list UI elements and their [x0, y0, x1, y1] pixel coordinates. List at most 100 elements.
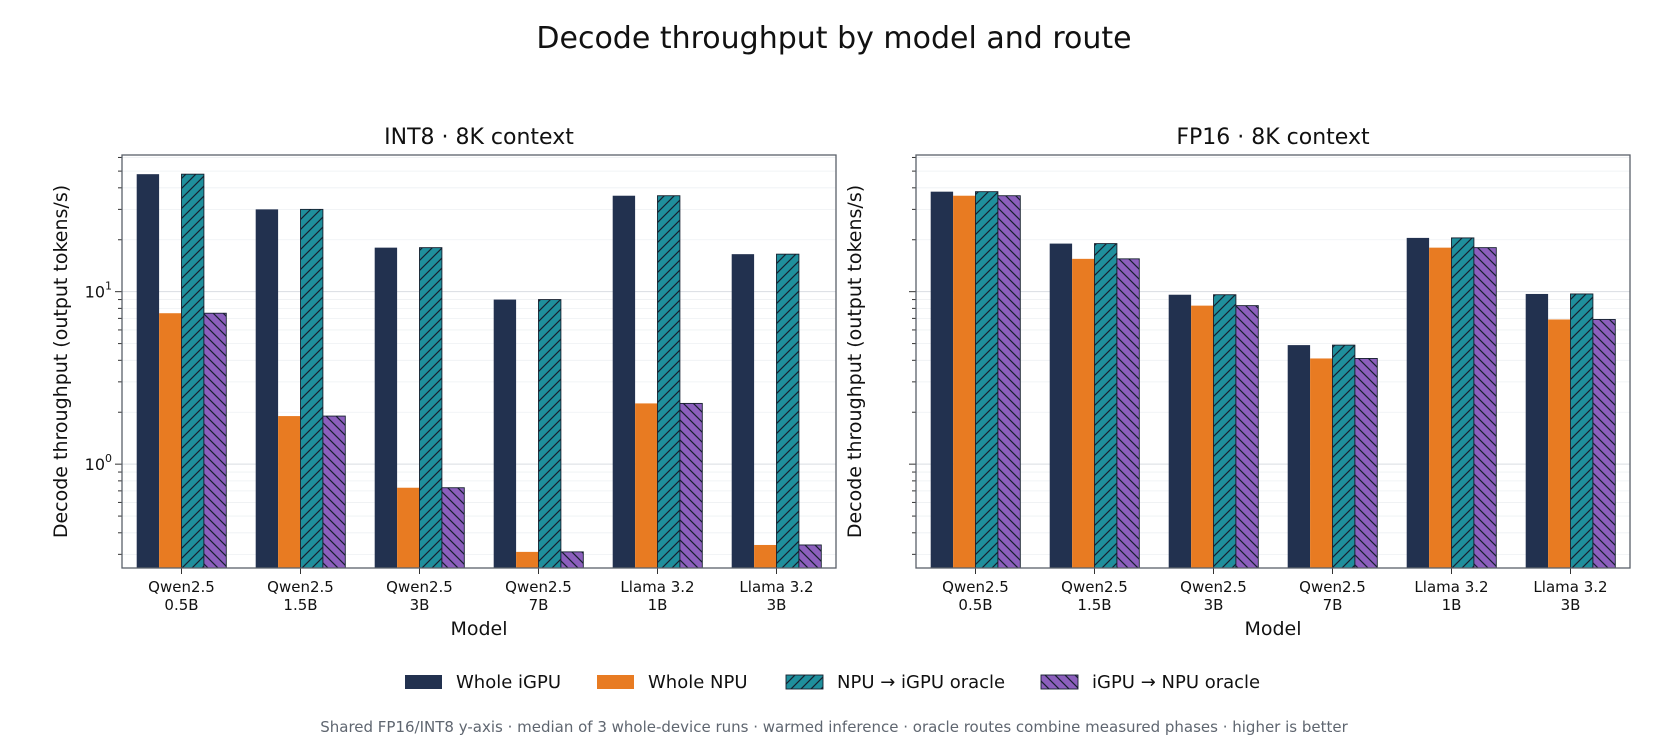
bar-whole-npu-2 — [1191, 305, 1214, 568]
panel-title: FP16 · 8K context — [1176, 125, 1370, 150]
footnote: Shared FP16/INT8 y-axis · median of 3 wh… — [320, 718, 1348, 736]
bar-npu-igpu-oracle-3 — [538, 299, 562, 569]
bar-whole-igpu-4 — [1406, 237, 1430, 568]
bar-igpu-npu-oracle-3 — [560, 551, 584, 569]
bar-whole-igpu-5 — [1525, 293, 1549, 568]
x-tick-label: Qwen2.5 — [148, 578, 215, 596]
x-tick-label: Llama 3.2 — [739, 578, 813, 596]
bar-whole-igpu-1 — [1049, 243, 1073, 568]
bar-whole-igpu-1 — [255, 209, 279, 569]
bar-whole-npu-2 — [397, 487, 420, 568]
bars — [930, 191, 1616, 569]
x-tick-label: Qwen2.5 — [505, 578, 572, 596]
x-tick-label: 7B — [529, 596, 549, 614]
bar-igpu-npu-oracle-5 — [1592, 319, 1616, 569]
x-axis-label: Model — [450, 618, 507, 640]
bar-whole-npu-4 — [635, 403, 658, 568]
bar-igpu-npu-oracle-5 — [798, 544, 822, 569]
legend-item: NPU → iGPU oracle — [785, 672, 1005, 693]
chart-panel-fp16: FP16 · 8K contextQwen2.50.5BQwen2.51.5BQ… — [844, 125, 1631, 640]
bar-whole-igpu-3 — [493, 299, 517, 568]
bar-igpu-npu-oracle-2 — [1235, 305, 1259, 569]
legend-label: Whole NPU — [648, 672, 748, 693]
x-tick-label: 3B — [1561, 596, 1581, 614]
bar-igpu-npu-oracle-2 — [441, 487, 465, 569]
y-axis-label: Decode throughput (output tokens/s) — [844, 185, 866, 538]
bar-npu-igpu-oracle-4 — [1451, 237, 1475, 569]
bar-npu-igpu-oracle-1 — [300, 208, 324, 569]
bar-igpu-npu-oracle-1 — [1116, 258, 1140, 569]
legend-item: iGPU → NPU oracle — [1040, 672, 1260, 693]
bar-igpu-npu-oracle-1 — [322, 415, 346, 569]
bar-whole-igpu-2 — [1168, 294, 1192, 568]
bar-whole-npu-5 — [754, 544, 777, 568]
bar-whole-igpu-3 — [1287, 345, 1311, 568]
x-tick-label: Qwen2.5 — [1061, 578, 1128, 596]
bar-npu-igpu-oracle-2 — [1213, 294, 1237, 569]
x-tick-label: 0.5B — [958, 596, 992, 614]
x-tick-label: 7B — [1323, 596, 1343, 614]
y-axis-label: Decode throughput (output tokens/s) — [50, 185, 72, 538]
legend-item: Whole NPU — [597, 672, 748, 693]
x-tick-label: Qwen2.5 — [386, 578, 453, 596]
bar-igpu-npu-oracle-0 — [203, 312, 227, 569]
x-tick-label: 1.5B — [1077, 596, 1111, 614]
y-tick-label: 100 — [85, 452, 112, 474]
x-tick-label: 3B — [1204, 596, 1224, 614]
bar-whole-npu-4 — [1429, 247, 1452, 568]
gridlines — [909, 156, 1630, 555]
bar-npu-igpu-oracle-0 — [181, 173, 205, 569]
bar-npu-igpu-oracle-1 — [1094, 243, 1118, 569]
legend-swatch — [1040, 674, 1079, 690]
x-tick-label: Qwen2.5 — [942, 578, 1009, 596]
x-tick-label: Llama 3.2 — [1414, 578, 1488, 596]
bar-whole-igpu-0 — [136, 174, 160, 569]
x-tick-label: Llama 3.2 — [620, 578, 694, 596]
chart-panel-int8: INT8 · 8K contextQwen2.50.5BQwen2.51.5BQ… — [50, 125, 837, 640]
legend-item: Whole iGPU — [405, 672, 561, 693]
bar-npu-igpu-oracle-4 — [657, 195, 681, 569]
bar-npu-igpu-oracle-5 — [1570, 293, 1594, 569]
x-tick-label: Qwen2.5 — [1299, 578, 1366, 596]
legend-swatch — [597, 675, 634, 689]
bar-whole-npu-0 — [953, 195, 976, 568]
bar-whole-npu-3 — [1310, 358, 1333, 568]
legend-label: NPU → iGPU oracle — [837, 672, 1005, 693]
bar-igpu-npu-oracle-0 — [997, 195, 1021, 569]
bar-npu-igpu-oracle-2 — [419, 247, 443, 569]
x-tick-label: 1.5B — [283, 596, 317, 614]
x-axis-label: Model — [1244, 618, 1301, 640]
legend-swatch — [785, 674, 824, 690]
bar-whole-npu-1 — [278, 416, 301, 568]
bars — [136, 173, 822, 569]
figure-title: Decode throughput by model and route — [536, 21, 1131, 56]
bar-whole-igpu-5 — [731, 254, 755, 568]
x-tick-label: Qwen2.5 — [1180, 578, 1247, 596]
bar-igpu-npu-oracle-4 — [679, 402, 703, 569]
bar-igpu-npu-oracle-3 — [1354, 358, 1378, 569]
plot-frame — [915, 154, 1631, 569]
bar-whole-igpu-2 — [374, 247, 398, 568]
x-tick-label: 0.5B — [164, 596, 198, 614]
bar-whole-npu-1 — [1072, 258, 1095, 568]
legend: Whole iGPU Whole NPU NPU → iGPU oracle iGPU… — [405, 672, 1260, 693]
plot-frame — [121, 154, 837, 569]
bar-npu-igpu-oracle-3 — [1332, 344, 1356, 569]
x-tick-label: 1B — [1442, 596, 1462, 614]
x-tick-label: Llama 3.2 — [1533, 578, 1607, 596]
panel-title: INT8 · 8K context — [384, 125, 574, 150]
y-tick-label: 101 — [85, 280, 112, 302]
legend-swatch — [405, 675, 442, 689]
x-tick-label: Qwen2.5 — [267, 578, 334, 596]
bar-whole-npu-0 — [159, 313, 182, 568]
x-tick-label: 3B — [410, 596, 430, 614]
x-tick-label: 1B — [648, 596, 668, 614]
bar-igpu-npu-oracle-4 — [1473, 247, 1497, 569]
bar-npu-igpu-oracle-5 — [776, 253, 800, 569]
x-tick-label: 3B — [767, 596, 787, 614]
bar-whole-npu-5 — [1548, 319, 1571, 568]
gridlines — [115, 156, 836, 555]
bar-whole-igpu-4 — [612, 195, 636, 568]
bar-whole-igpu-0 — [930, 191, 954, 568]
